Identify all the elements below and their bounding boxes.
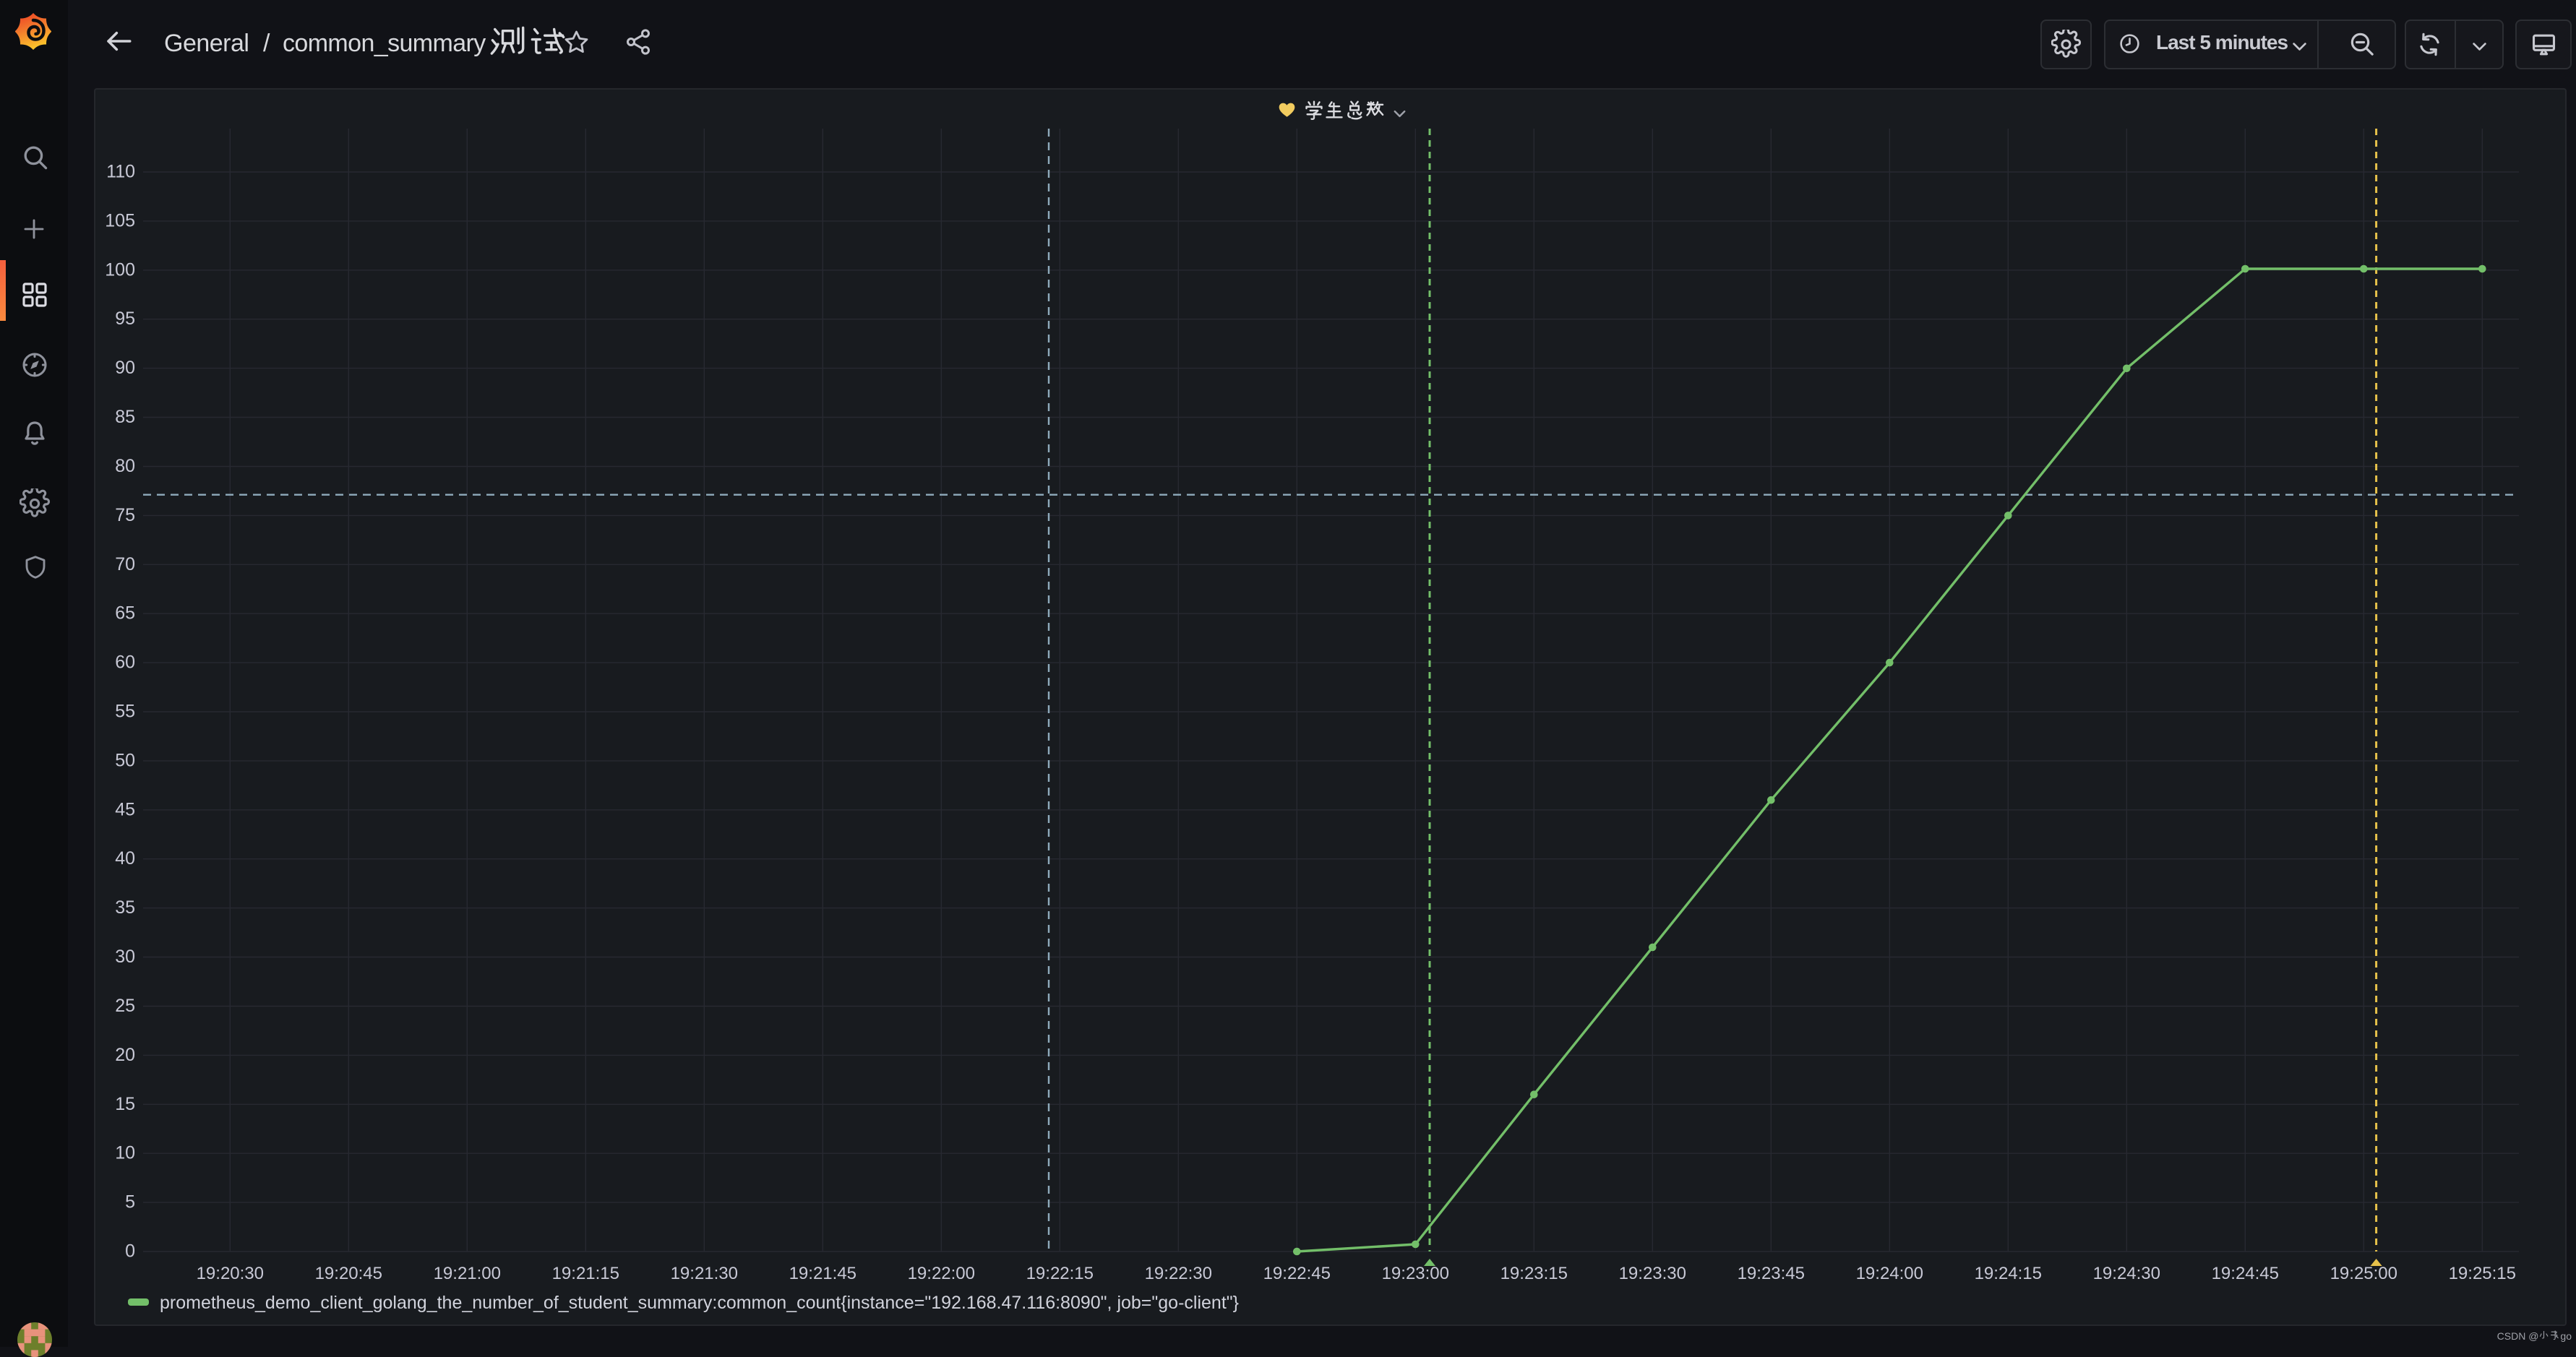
svg-text:35: 35 [115,897,135,918]
svg-text:19:23:45: 19:23:45 [1738,1264,1805,1283]
svg-text:110: 110 [106,162,135,182]
svg-text:19:23:30: 19:23:30 [1619,1264,1686,1283]
svg-text:19:22:45: 19:22:45 [1263,1264,1331,1283]
svg-text:95: 95 [115,309,135,329]
svg-text:75: 75 [115,505,135,525]
svg-text:60: 60 [115,652,135,673]
svg-text:19:25:00: 19:25:00 [2330,1264,2397,1283]
svg-text:105: 105 [105,210,135,231]
svg-text:90: 90 [115,358,135,378]
svg-text:80: 80 [115,456,135,476]
svg-text:19:24:00: 19:24:00 [1856,1264,1923,1283]
svg-text:19:24:45: 19:24:45 [2212,1264,2279,1283]
svg-text:5: 5 [125,1192,135,1212]
svg-text:40: 40 [115,848,135,869]
svg-text:19:25:15: 19:25:15 [2449,1264,2516,1283]
svg-text:19:21:30: 19:21:30 [671,1264,738,1283]
svg-text:45: 45 [115,799,135,819]
svg-text:30: 30 [115,947,135,967]
svg-text:19:24:30: 19:24:30 [2093,1264,2160,1283]
svg-text:70: 70 [115,554,135,574]
svg-text:19:20:45: 19:20:45 [315,1264,382,1283]
svg-text:55: 55 [115,702,135,722]
svg-text:prometheus_demo_client_golang_: prometheus_demo_client_golang_the_number… [160,1293,1239,1313]
svg-text:19:21:15: 19:21:15 [552,1264,619,1283]
svg-text:19:20:30: 19:20:30 [197,1264,264,1283]
svg-text:19:24:15: 19:24:15 [1975,1264,2042,1283]
svg-text:19:22:30: 19:22:30 [1145,1264,1212,1283]
svg-text:20: 20 [115,1045,135,1065]
svg-text:65: 65 [115,603,135,624]
svg-text:19:22:15: 19:22:15 [1026,1264,1094,1283]
svg-text:19:21:45: 19:21:45 [789,1264,856,1283]
svg-text:0: 0 [125,1241,135,1262]
svg-text:19:22:00: 19:22:00 [908,1264,975,1283]
svg-text:15: 15 [115,1094,135,1114]
svg-text:19:23:15: 19:23:15 [1500,1264,1568,1283]
svg-text:100: 100 [105,259,135,280]
svg-text:85: 85 [115,407,135,427]
svg-text:50: 50 [115,750,135,770]
svg-text:19:21:00: 19:21:00 [434,1264,501,1283]
svg-text:19:23:00: 19:23:00 [1382,1264,1449,1283]
svg-text:25: 25 [115,996,135,1016]
svg-text:10: 10 [115,1143,135,1163]
